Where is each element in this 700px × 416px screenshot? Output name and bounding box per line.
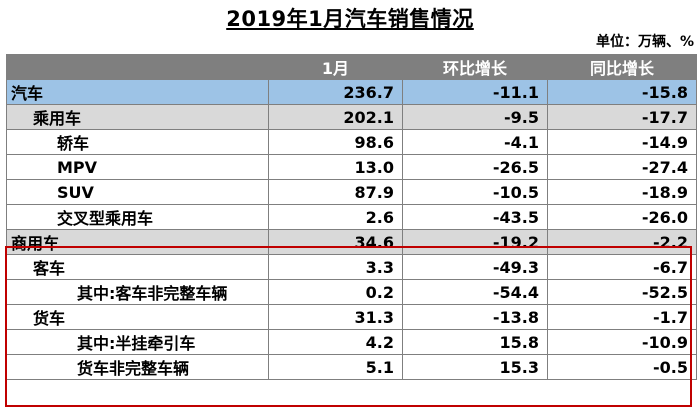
cell-mom: -54.4 [402,279,548,305]
row-label: 商用车 [6,229,269,255]
cell-mom: -43.5 [402,204,548,230]
cell-january: 0.2 [268,279,403,305]
cell-yoy: -18.9 [547,179,697,205]
row-label: 客车 [6,254,269,280]
table-row: 货车非完整车辆 5.1 15.3 -0.5 [6,354,697,380]
row-label: 乘用车 [6,104,269,130]
header-yoy-growth: 同比增长 [547,54,697,80]
table-row: 客车 3.3 -49.3 -6.7 [6,254,697,280]
cell-yoy: -6.7 [547,254,697,280]
table-row: 其中:客车非完整车辆 0.2 -54.4 -52.5 [6,279,697,305]
cell-yoy: -1.7 [547,304,697,330]
table-row: SUV 87.9 -10.5 -18.9 [6,179,697,205]
cell-yoy: -14.9 [547,129,697,155]
cell-mom: -10.5 [402,179,548,205]
cell-yoy: -10.9 [547,329,697,355]
table-row: 其中:半挂牵引车 4.2 15.8 -10.9 [6,329,697,355]
cell-mom: -13.8 [402,304,548,330]
row-label: 轿车 [6,129,269,155]
table-row: 汽车 236.7 -11.1 -15.8 [6,79,697,105]
cell-mom: -11.1 [402,79,548,105]
cell-mom: -49.3 [402,254,548,280]
row-label: 汽车 [6,79,269,105]
page-title: 2019年1月汽车销售情况 [226,7,474,31]
unit-label: 单位：万辆、% [595,34,694,50]
cell-january: 236.7 [268,79,403,105]
cell-january: 87.9 [268,179,403,205]
table-row: 乘用车 202.1 -9.5 -17.7 [6,104,697,130]
table-row: 轿车 98.6 -4.1 -14.9 [6,129,697,155]
cell-yoy: -2.2 [547,229,697,255]
table-row: 交叉型乘用车 2.6 -43.5 -26.0 [6,204,697,230]
cell-mom: -4.1 [402,129,548,155]
row-label: 其中:客车非完整车辆 [6,279,269,305]
cell-mom: -9.5 [402,104,548,130]
cell-mom: 15.8 [402,329,548,355]
cell-mom: 15.3 [402,354,548,380]
cell-yoy: -52.5 [547,279,697,305]
cell-january: 13.0 [268,154,403,180]
table-row: 商用车 34.6 -19.2 -2.2 [6,229,697,255]
cell-yoy: -15.8 [547,79,697,105]
row-label: 货车非完整车辆 [6,354,269,380]
row-label: MPV [6,154,269,180]
cell-mom: -19.2 [402,229,548,255]
cell-january: 2.6 [268,204,403,230]
sales-table: 1月 环比增长 同比增长 汽车 236.7 -11.1 -15.8 乘用车 20… [6,54,697,380]
header-mom-growth: 环比增长 [402,54,548,80]
cell-yoy: -17.7 [547,104,697,130]
cell-yoy: -27.4 [547,154,697,180]
table-row: 货车 31.3 -13.8 -1.7 [6,304,697,330]
cell-january: 3.3 [268,254,403,280]
cell-yoy: -26.0 [547,204,697,230]
header-category [6,54,269,80]
cell-january: 34.6 [268,229,403,255]
header-january: 1月 [268,54,403,80]
cell-january: 98.6 [268,129,403,155]
row-label: 其中:半挂牵引车 [6,329,269,355]
cell-mom: -26.5 [402,154,548,180]
row-label: 货车 [6,304,269,330]
cell-yoy: -0.5 [547,354,697,380]
row-label: SUV [6,179,269,205]
row-label: 交叉型乘用车 [6,204,269,230]
table-header-row: 1月 环比增长 同比增长 [6,54,697,80]
table-row: MPV 13.0 -26.5 -27.4 [6,154,697,180]
cell-january: 5.1 [268,354,403,380]
cell-january: 4.2 [268,329,403,355]
cell-january: 202.1 [268,104,403,130]
cell-january: 31.3 [268,304,403,330]
